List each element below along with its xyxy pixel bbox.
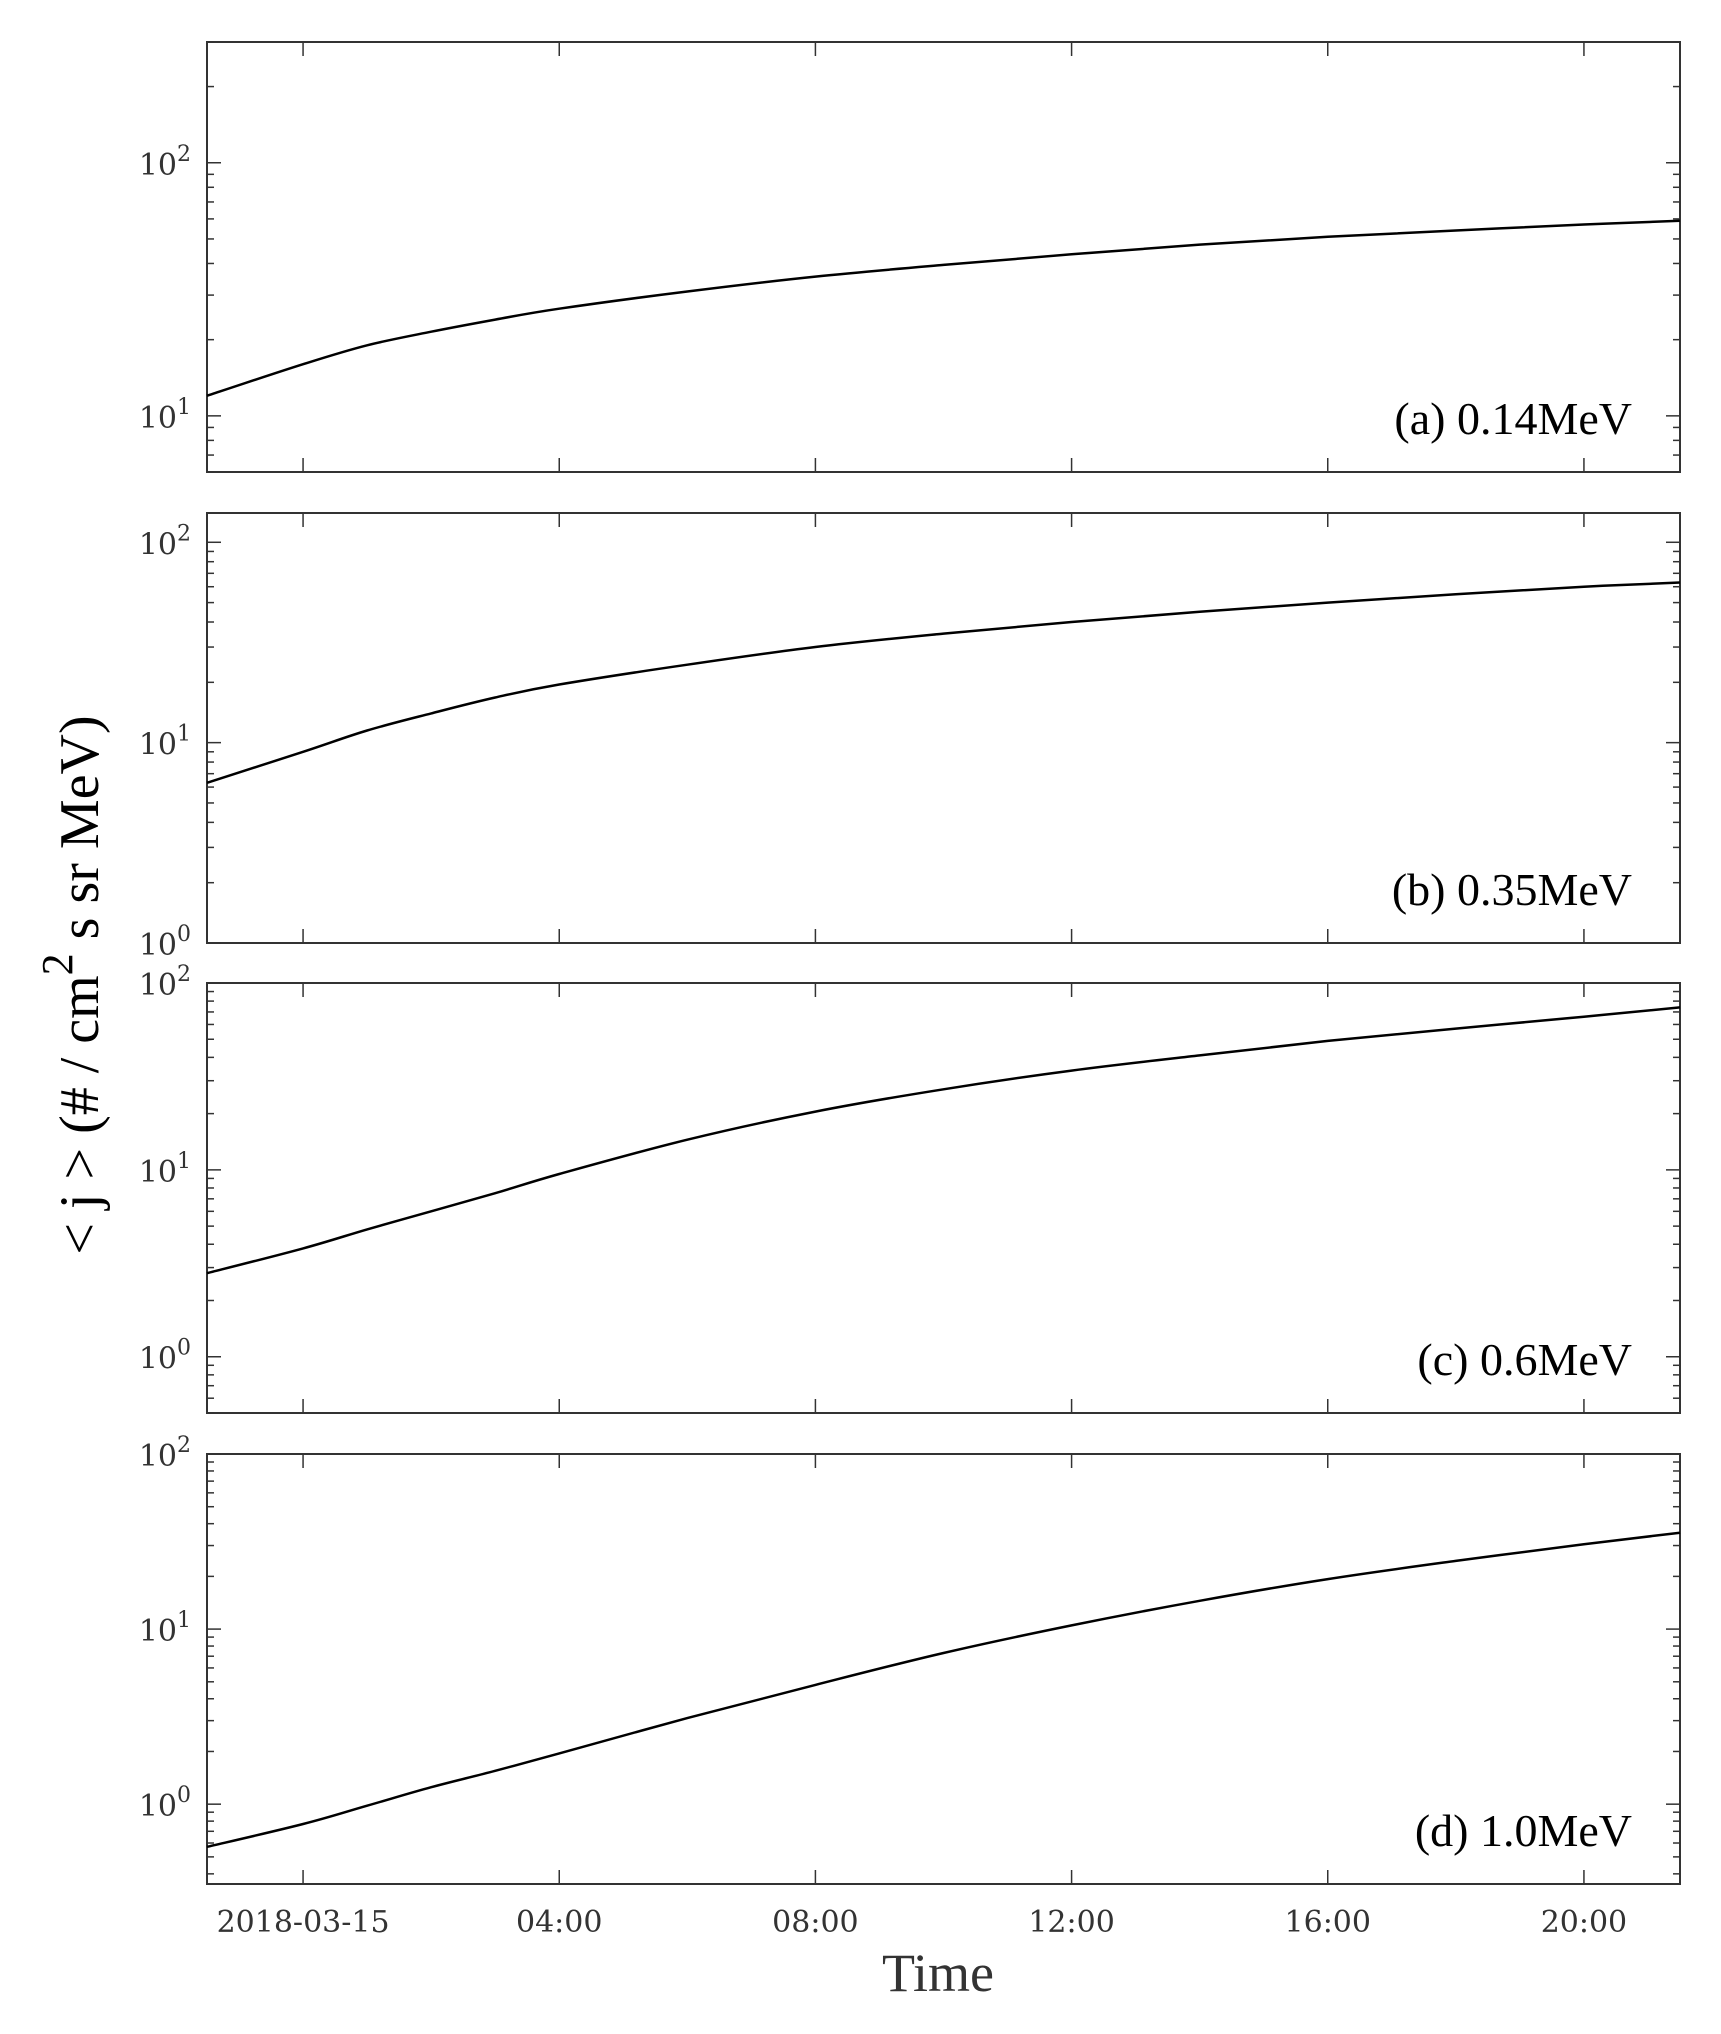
y-tick-label: 102 <box>139 962 191 1003</box>
panel-frame <box>206 512 1681 944</box>
series-line <box>206 219 1681 397</box>
y-tick-label: 101 <box>139 722 191 763</box>
y-tick-label-base: 10 <box>139 1789 177 1824</box>
series-line <box>206 1531 1681 1849</box>
y-tick-label-base: 10 <box>139 1342 177 1377</box>
y-tick-label: 100 <box>139 1783 191 1824</box>
y-tick-label-exp: 2 <box>177 142 191 167</box>
x-axis-title: Time <box>882 1943 994 2003</box>
y-tick-label-exp: 1 <box>177 395 191 420</box>
y-tick-label: 102 <box>139 1433 191 1474</box>
y-tick-label-exp: 0 <box>177 1336 191 1361</box>
y-tick-label-base: 10 <box>139 401 177 436</box>
y-tick-label-exp: 1 <box>177 722 191 747</box>
y-axis-title-sup: 2 <box>33 953 82 975</box>
y-axis-title-rest: s sr MeV) <box>49 715 111 953</box>
panel-frame <box>206 41 1681 473</box>
y-tick-label-exp: 1 <box>177 1149 191 1174</box>
y-tick-label-exp: 0 <box>177 922 191 947</box>
y-axis-title: < j > (# / cm2 s sr MeV) <box>33 715 111 1254</box>
panel-label: (b) 0.35MeV <box>1392 864 1632 915</box>
x-tick-label: 12:00 <box>1028 1905 1114 1940</box>
y-tick-label: 100 <box>139 922 191 963</box>
y-axis-title-main: < j > (# / cm <box>49 975 111 1254</box>
panel-label: (a) 0.14MeV <box>1394 393 1632 444</box>
y-tick-label-base: 10 <box>139 527 177 562</box>
panel-label: (d) 1.0MeV <box>1415 1805 1632 1856</box>
panel-label: (c) 0.6MeV <box>1417 1334 1632 1385</box>
y-tick-label-base: 10 <box>139 1614 177 1649</box>
series-line <box>206 1006 1681 1275</box>
y-tick-label-exp: 2 <box>177 1433 191 1458</box>
x-tick-label: 08:00 <box>772 1905 858 1940</box>
y-tick-label: 101 <box>139 1608 191 1649</box>
panel-frame <box>206 982 1681 1414</box>
panel-frame <box>206 1453 1681 1885</box>
y-tick-label: 102 <box>139 142 191 183</box>
y-tick-label-base: 10 <box>139 148 177 183</box>
y-tick-label: 101 <box>139 1149 191 1190</box>
y-tick-label: 100 <box>139 1336 191 1377</box>
y-tick-label-base: 10 <box>139 928 177 963</box>
y-tick-label-base: 10 <box>139 968 177 1003</box>
x-tick-label: 2018-03-15 <box>217 1905 390 1940</box>
y-tick-label: 101 <box>139 395 191 436</box>
y-tick-label-exp: 1 <box>177 1608 191 1633</box>
y-tick-label-exp: 0 <box>177 1783 191 1808</box>
x-tick-label: 04:00 <box>516 1905 602 1940</box>
x-tick-label: 16:00 <box>1285 1905 1371 1940</box>
series-line <box>206 581 1681 784</box>
y-tick-label-base: 10 <box>139 1155 177 1190</box>
y-tick-label-base: 10 <box>139 1439 177 1474</box>
y-tick-label: 102 <box>139 521 191 562</box>
y-tick-label-exp: 2 <box>177 521 191 546</box>
x-tick-label: 20:00 <box>1541 1905 1627 1940</box>
y-tick-label-base: 10 <box>139 728 177 763</box>
y-tick-label-exp: 2 <box>177 962 191 987</box>
